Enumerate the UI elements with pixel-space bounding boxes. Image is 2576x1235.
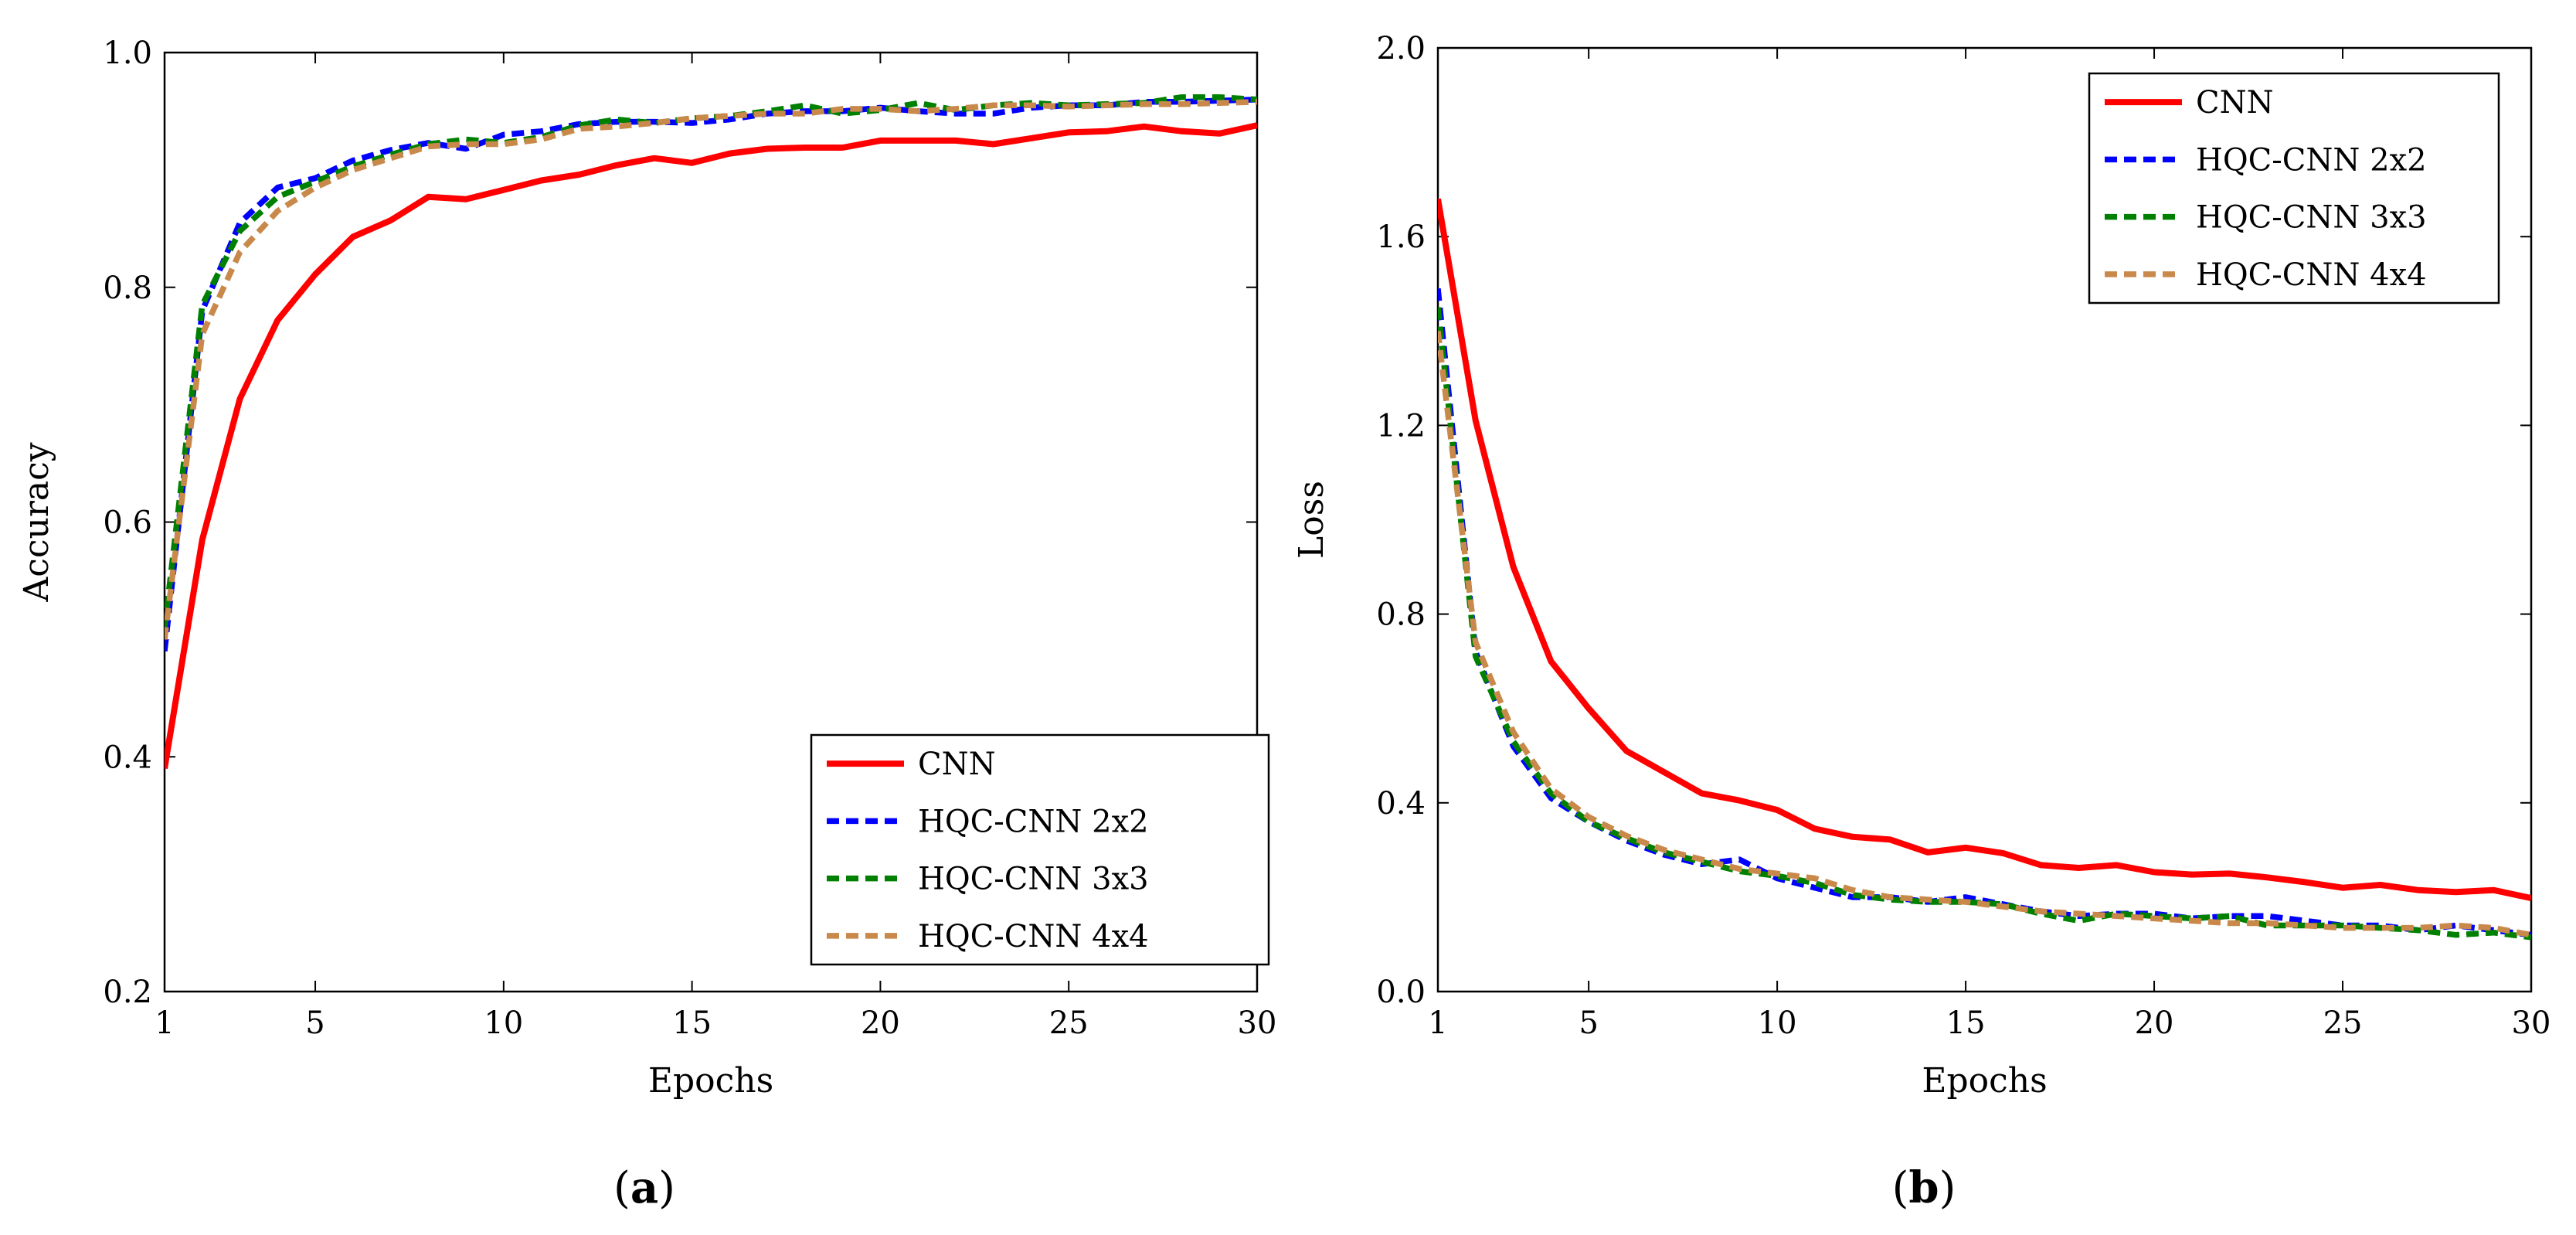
x-tick-label: 1: [1428, 1005, 1447, 1041]
panel-a-accuracy-chart: 1 5 10 15 20 25 300.20.40.60.81.0EpochsAccurac…: [17, 36, 1276, 1213]
x-tick-label: 15: [1946, 1005, 1986, 1041]
x-tick-label: 10: [484, 1005, 523, 1041]
y-tick-label: 0.4: [1376, 786, 1426, 822]
y-tick-label: 0.2: [103, 975, 152, 1010]
axes-frame: [1436, 46, 2533, 993]
panel-b-loss-chart: 1 5 10 15 20 25 300.00.40.81.21.62.0EpochsLoss…: [1292, 31, 2551, 1213]
legend-box: [2088, 72, 2500, 304]
legend-label: HQC-CNN 4x4: [918, 919, 1149, 954]
series-line-cnn: [1438, 198, 2531, 902]
x-tick-label: 15: [672, 1005, 712, 1041]
series-line-hqc-cnn-3x3: [165, 94, 1257, 628]
series-line-hqc-cnn-2x2: [1438, 288, 2531, 938]
legend-label: HQC-CNN 2x2: [2196, 142, 2427, 178]
x-tick-label: 30: [2512, 1005, 2551, 1041]
panel-letter: b: [1908, 1162, 1939, 1213]
y-tick-label: 1.2: [1376, 408, 1426, 444]
x-tick-label: 25: [1049, 1005, 1089, 1041]
legend-label: CNN: [918, 747, 996, 782]
legend-label: HQC-CNN 3x3: [918, 862, 1149, 897]
y-tick-label: 2.0: [1376, 31, 1426, 66]
y-tick-label: 0.0: [1376, 975, 1426, 1010]
y-tick-label: 1.0: [103, 36, 152, 71]
x-tick-label: 5: [1579, 1005, 1598, 1041]
x-tick-label: 1: [155, 1005, 174, 1041]
series-line-cnn: [165, 122, 1257, 770]
legend: CNN HQC-CNN 2x2 HQC-CNN 3x3 HQC-CNN 4x4: [2088, 72, 2500, 304]
y-axis-title: Accuracy: [17, 442, 56, 602]
x-tick-label: 25: [2323, 1005, 2363, 1041]
y-tick-label: 0.4: [103, 740, 152, 775]
series-line-hqc-cnn-3x3: [1438, 307, 2531, 941]
x-tick-label: 5: [305, 1005, 325, 1041]
legend-box: [810, 733, 1270, 966]
x-axis-title: Epochs: [648, 1061, 773, 1101]
panel-letter: a: [630, 1162, 658, 1213]
x-tick-label: 10: [1758, 1005, 1797, 1041]
legend-label: HQC-CNN 2x2: [918, 804, 1149, 839]
legend: CNN HQC-CNN 2x2 HQC-CNN 3x3 HQC-CNN 4x4: [810, 733, 1270, 966]
legend-label: HQC-CNN 4x4: [2196, 257, 2427, 293]
series-line-hqc-cnn-4x4: [165, 99, 1257, 640]
y-tick-label: 0.8: [103, 270, 152, 306]
x-tick-label: 30: [1238, 1005, 1277, 1041]
x-tick-label: 20: [861, 1005, 900, 1041]
y-tick-label: 0.8: [1376, 597, 1426, 633]
panel-label: (a): [613, 1162, 675, 1213]
y-tick-label: 1.6: [1376, 219, 1426, 255]
panel-label: (b): [1892, 1162, 1956, 1213]
series-line-hqc-cnn-2x2: [165, 97, 1257, 652]
x-axis-title: Epochs: [1922, 1061, 2047, 1101]
y-axis-title: Loss: [1292, 481, 1331, 559]
y-tick-label: 0.6: [103, 505, 152, 541]
legend-label: HQC-CNN 3x3: [2196, 200, 2427, 236]
series-line-hqc-cnn-4x4: [1438, 330, 2531, 938]
x-tick-label: 20: [2135, 1005, 2174, 1041]
legend-label: CNN: [2196, 85, 2274, 121]
